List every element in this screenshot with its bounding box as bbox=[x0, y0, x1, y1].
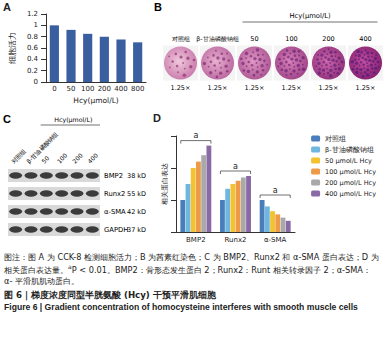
svg-text:a: a bbox=[233, 162, 238, 171]
svg-text:50: 50 bbox=[250, 35, 258, 43]
svg-text:200 μmol/L Hcy: 200 μmol/L Hcy bbox=[325, 179, 376, 187]
svg-text:55 kD: 55 kD bbox=[127, 190, 146, 198]
svg-text:β-甘油磷酸钠组: β-甘油磷酸钠组 bbox=[24, 130, 60, 165]
svg-text:α-SMA: α-SMA bbox=[264, 236, 287, 244]
svg-text:a: a bbox=[273, 186, 278, 195]
svg-text:β-甘油磷酸钠组: β-甘油磷酸钠组 bbox=[325, 146, 374, 154]
svg-text:a: a bbox=[193, 131, 198, 140]
svg-text:1: 1 bbox=[34, 21, 38, 29]
svg-text:1.25×: 1.25× bbox=[245, 84, 265, 92]
svg-text:400: 400 bbox=[114, 85, 127, 93]
svg-text:100: 100 bbox=[55, 152, 68, 165]
svg-text:42 kD: 42 kD bbox=[127, 208, 146, 216]
svg-text:B: B bbox=[154, 1, 162, 13]
svg-text:200: 200 bbox=[98, 85, 111, 93]
svg-text:100: 100 bbox=[81, 85, 94, 93]
svg-text:0: 0 bbox=[52, 85, 56, 93]
html-text:图注：图 A 为 CCK-8 检测细胞活力；B 为茜素红染色: 图注：图 A 为 CCK-8 检测细胞活力；B 为茜素红染色；C 为 BMP2、… bbox=[4, 252, 379, 287]
svg-text:α-SMA: α-SMA bbox=[104, 208, 126, 216]
svg-text:对照组: 对照组 bbox=[9, 147, 27, 165]
svg-text:细胞活力: 细胞活力 bbox=[8, 32, 17, 64]
html-text:D: D bbox=[153, 112, 161, 124]
svg-text:1.25×: 1.25× bbox=[208, 84, 228, 92]
svg-text:200: 200 bbox=[71, 152, 84, 165]
svg-text:相关蛋白表达: 相关蛋白表达 bbox=[160, 163, 169, 205]
svg-text:Runx2: Runx2 bbox=[104, 190, 125, 198]
svg-text:0.2: 0.2 bbox=[27, 67, 38, 75]
svg-text:BMP2: BMP2 bbox=[104, 172, 123, 180]
svg-text:0.8: 0.8 bbox=[27, 33, 38, 41]
svg-text:GAPDH: GAPDH bbox=[104, 226, 128, 234]
svg-text:β-甘油磷酸钠组: β-甘油磷酸钠组 bbox=[196, 35, 238, 43]
svg-text:400: 400 bbox=[359, 35, 371, 43]
svg-text:50: 50 bbox=[67, 85, 76, 93]
svg-text:800: 800 bbox=[131, 85, 144, 93]
svg-text:400 μmol/L Hcy: 400 μmol/L Hcy bbox=[325, 190, 376, 198]
svg-text:Hcy(μmol/L): Hcy(μmol/L) bbox=[289, 12, 331, 20]
html-text:图 6｜梯度浓度同型半胱氨酸 (Hcy) 干预平滑肌细胞: 图 6｜梯度浓度同型半胱氨酸 (Hcy) 干预平滑肌细胞 bbox=[4, 289, 216, 300]
svg-text:400: 400 bbox=[86, 152, 99, 165]
svg-text:1.2: 1.2 bbox=[27, 10, 38, 18]
svg-text:200: 200 bbox=[322, 35, 334, 43]
svg-text:0.6: 0.6 bbox=[27, 44, 39, 52]
svg-text:对照组: 对照组 bbox=[325, 135, 346, 143]
svg-text:38 kD: 38 kD bbox=[127, 172, 146, 180]
html-text:A: A bbox=[3, 1, 11, 13]
svg-text:0.4: 0.4 bbox=[27, 55, 39, 63]
svg-text:Hcy(μmol/L): Hcy(μmol/L) bbox=[54, 116, 92, 124]
svg-text:Runx2: Runx2 bbox=[224, 236, 246, 244]
svg-text:50 μmol/L Hcy: 50 μmol/L Hcy bbox=[325, 157, 372, 165]
svg-text:0: 0 bbox=[34, 78, 38, 86]
svg-text:37 kD: 37 kD bbox=[127, 226, 146, 234]
svg-text:Hcy(μmol/L): Hcy(μmol/L) bbox=[73, 96, 119, 105]
svg-text:1.25×: 1.25× bbox=[282, 84, 302, 92]
svg-text:50: 50 bbox=[40, 154, 50, 164]
svg-text:1.25×: 1.25× bbox=[356, 84, 376, 92]
svg-text:1.25×: 1.25× bbox=[171, 84, 191, 92]
svg-text:对照组: 对照组 bbox=[172, 35, 190, 42]
svg-text:100 μmol/L Hcy: 100 μmol/L Hcy bbox=[325, 168, 376, 176]
svg-text:C: C bbox=[3, 113, 11, 125]
svg-text:100: 100 bbox=[285, 35, 297, 43]
html-text:Figure 6 | Gradient concentrat: Figure 6 | Gradient concentration of hom… bbox=[4, 301, 358, 312]
svg-text:1.25×: 1.25× bbox=[319, 84, 339, 92]
svg-text:BMP2: BMP2 bbox=[186, 236, 206, 244]
